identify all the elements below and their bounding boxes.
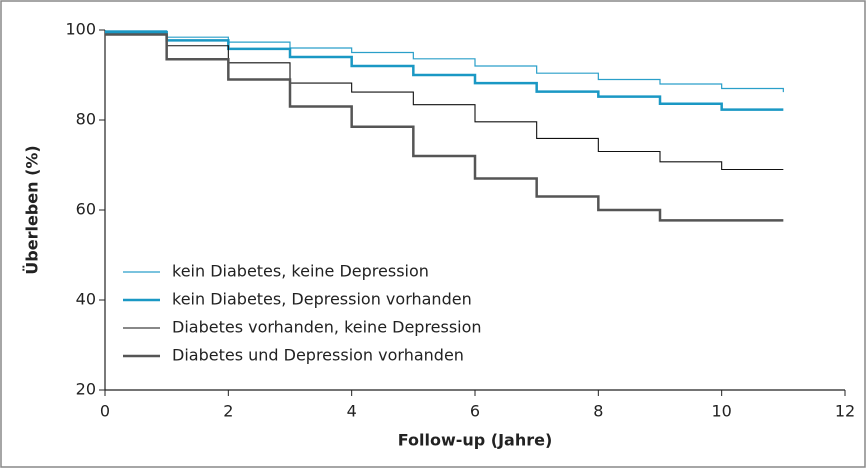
legend-label: Diabetes vorhanden, keine Depression	[172, 318, 482, 337]
legend-label: kein Diabetes, Depression vorhanden	[172, 290, 472, 309]
x-tick-label: 12	[835, 402, 855, 421]
x-tick-label: 10	[711, 402, 731, 421]
x-tick-label: 2	[223, 402, 233, 421]
survival-line	[105, 33, 784, 171]
x-tick-label: 8	[593, 402, 603, 421]
y-tick-label: 100	[65, 20, 96, 39]
y-tick-label: 40	[76, 290, 96, 309]
y-tick-label: 60	[76, 200, 96, 219]
survival-line	[105, 33, 784, 222]
y-axis-title: Überleben (%)	[23, 145, 42, 274]
survival-line	[105, 31, 784, 111]
x-tick-label: 4	[347, 402, 357, 421]
y-tick-label: 80	[76, 110, 96, 129]
x-tick-label: 6	[470, 402, 480, 421]
y-tick-label: 20	[76, 380, 96, 399]
legend-label: Diabetes und Depression vorhanden	[172, 346, 464, 365]
x-tick-label: 0	[100, 402, 110, 421]
legend-label: kein Diabetes, keine Depression	[172, 262, 429, 281]
x-axis-title: Follow-up (Jahre)	[398, 431, 553, 450]
